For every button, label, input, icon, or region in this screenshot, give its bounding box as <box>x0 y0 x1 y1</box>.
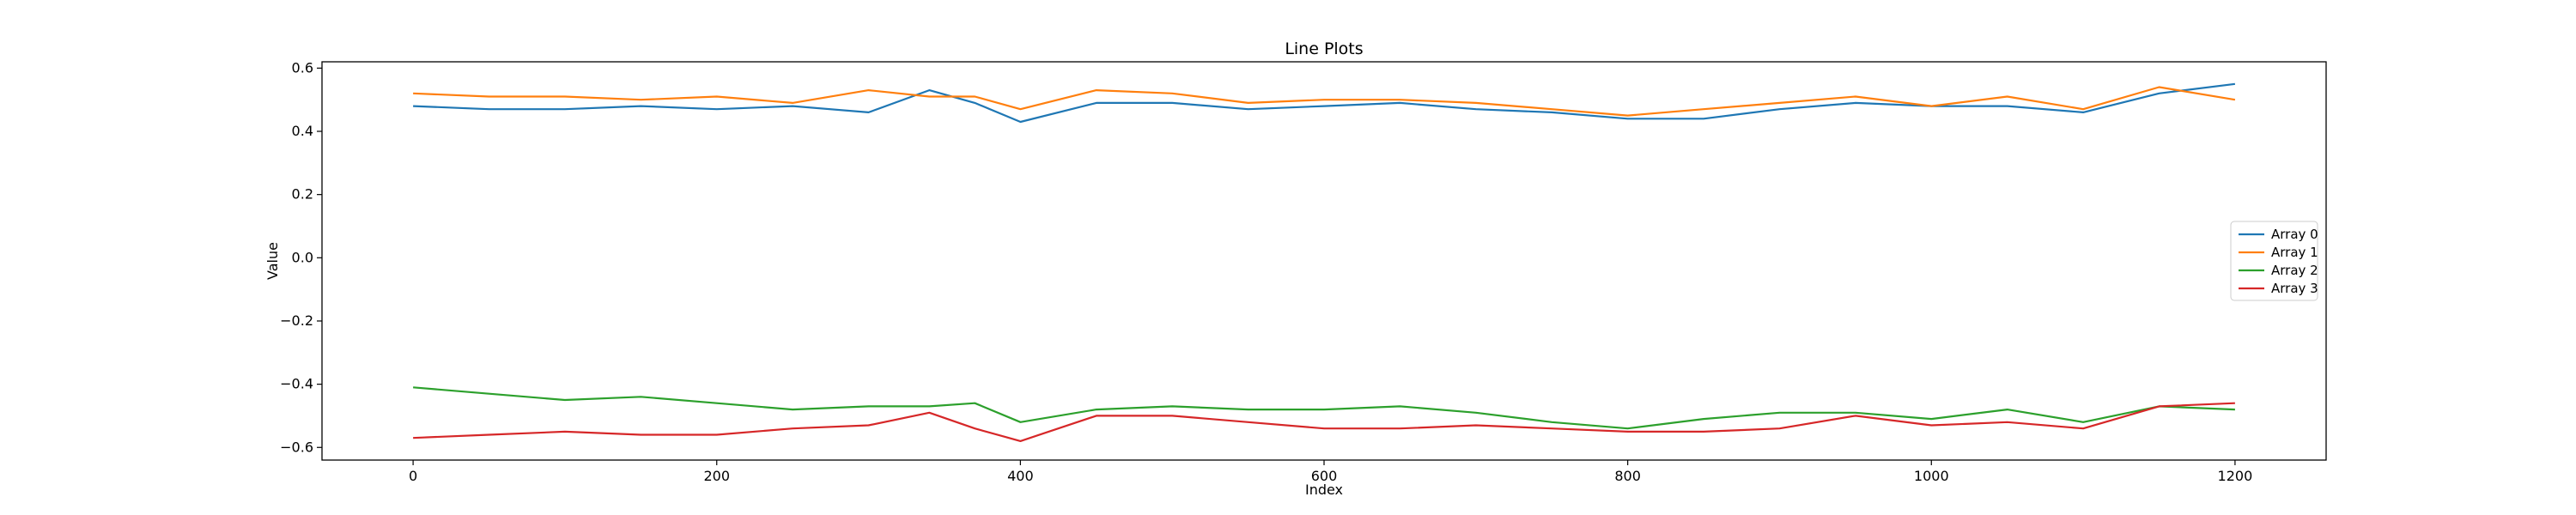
legend-label: Array 0 <box>2271 227 2318 242</box>
x-tick-label: 800 <box>1614 468 1641 484</box>
series-lines <box>413 82 2236 443</box>
legend-box <box>2230 221 2318 301</box>
y-tick-label: −0.6 <box>280 439 313 455</box>
y-tick-label: −0.4 <box>280 376 313 392</box>
x-tick-label: 400 <box>1007 468 1034 484</box>
series-line-1 <box>413 86 2236 117</box>
series-line-0 <box>413 82 2236 124</box>
y-axis-label: Value <box>264 242 281 280</box>
x-tick-label: 600 <box>1311 468 1338 484</box>
x-tick-label: 0 <box>409 468 417 484</box>
series-line-3 <box>413 402 2235 443</box>
x-tick-label: 1200 <box>2218 468 2253 484</box>
y-tick-label: 0.4 <box>292 123 313 139</box>
y-tick-label: 0.0 <box>292 249 313 265</box>
chart-title: Line Plots <box>1285 39 1363 58</box>
y-axis-ticks: −0.6 −0.4 −0.2 0.0 0.2 0.4 0.6 <box>280 59 322 455</box>
legend: Array 0 Array 1 Array 2 Array 3 <box>2230 221 2318 301</box>
x-axis-label: Index <box>1305 482 1343 498</box>
x-tick-label: 1000 <box>1914 468 1949 484</box>
x-tick-label: 200 <box>703 468 730 484</box>
plot-frame <box>321 61 2327 461</box>
legend-label: Array 2 <box>2271 263 2318 278</box>
legend-label: Array 3 <box>2271 281 2318 296</box>
legend-label: Array 1 <box>2271 245 2318 260</box>
x-axis-ticks: 0 200 400 600 800 1000 1200 <box>409 460 2252 484</box>
series-line-2 <box>413 386 2235 430</box>
y-tick-label: −0.2 <box>280 312 313 329</box>
y-tick-label: 0.2 <box>292 186 313 203</box>
y-tick-label: 0.6 <box>292 59 313 76</box>
